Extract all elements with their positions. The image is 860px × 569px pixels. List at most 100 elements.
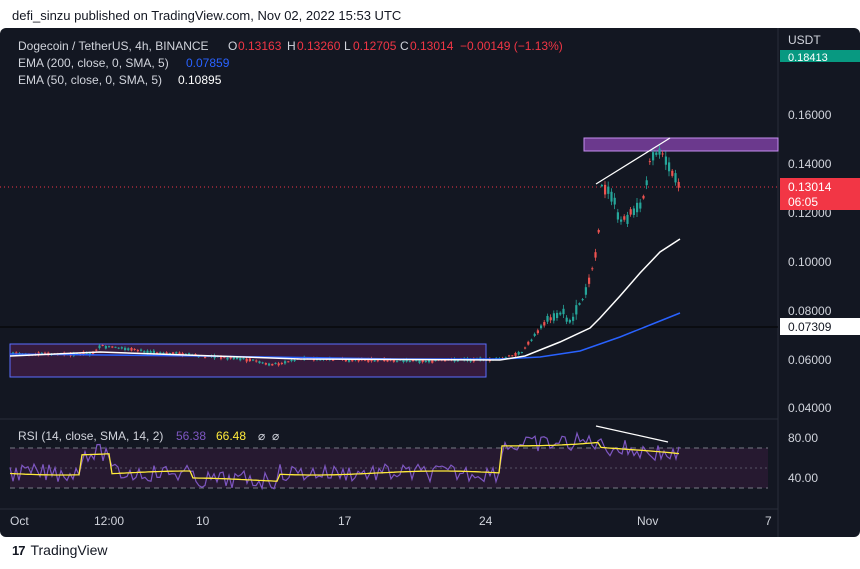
candle-body [146,350,149,354]
candle-body [258,361,261,364]
last-price-tag [780,178,860,210]
candle-body [280,362,283,364]
candle-body [111,346,114,348]
candle-body [552,313,555,321]
candle-body [287,361,290,363]
candle-body [268,363,271,366]
ema50-value: 0.10895 [178,73,222,87]
chart-panel[interactable]: Dogecoin / TetherUS, 4h, BINANCE O 0.131… [0,28,860,537]
candle-body [274,362,277,364]
candle-body [392,360,395,362]
tradingview-logo-icon: 17 [12,542,26,558]
candle-body [578,303,581,305]
candle-body [152,350,155,354]
candle-body [424,360,427,362]
hide-icon[interactable]: ⌀ [258,429,265,443]
candle-body [645,180,648,186]
candle-body [236,357,239,360]
candle-body [626,214,629,224]
zones-layer [9,137,779,378]
candle-body [277,363,280,366]
high-label: H [287,39,296,53]
candle-body [664,156,667,165]
price-tick: 0.18413 [788,52,828,64]
trendline-price [595,137,671,185]
candle-body [226,357,229,360]
candle-body [248,358,251,362]
tradingview-logo[interactable]: 17 TradingView [12,542,108,558]
candle-body [344,359,347,362]
candle-body [610,191,613,202]
time-tick: 7 [765,514,772,528]
candle-body [120,347,123,349]
candle-body [668,162,671,172]
candle-body [514,353,517,356]
price-tick: 0.04000 [788,401,832,415]
candle-body [232,357,235,360]
price-chart[interactable]: Dogecoin / TetherUS, 4h, BINANCE O 0.131… [0,28,860,537]
time-tick: 24 [479,514,493,528]
candle-body [159,352,162,354]
candle-body [543,322,546,326]
candle-body [517,351,520,355]
open-label: O [228,39,237,53]
publisher-header: defi_sinzu published on TradingView.com,… [0,0,860,32]
candle-body [98,345,101,349]
brand-name: TradingView [30,542,108,558]
candle-body [520,352,523,354]
price-tick: 0.10000 [788,255,832,269]
candle-body [581,299,584,301]
change-value: −0.00149 (−1.13%) [460,39,563,53]
candle-body [456,360,459,362]
candle-body [655,152,658,155]
price-axis: USDT 0.18413 0.16000 0.14000 0.12000 0.1… [780,33,860,415]
candle-body [101,344,104,346]
candle-body [255,360,258,362]
rsi-tick: 80.00 [788,431,818,445]
candle-body [373,360,376,362]
ema200-label: EMA (200, close, 0, SMA, 5) [18,56,169,70]
candle-body [536,330,539,334]
ema200-value: 0.07859 [186,56,230,70]
candle-body [104,346,107,349]
settings-icon[interactable]: ⌀ [272,429,279,443]
candle-body [508,355,511,357]
candle-body [623,216,626,220]
candle-body [642,195,645,199]
candle-body [229,356,232,359]
time-tick: 10 [196,514,210,528]
ema50-line [9,238,681,361]
candle-body [546,315,549,322]
rsi-tick: 40.00 [788,471,818,485]
candle-body [648,161,651,163]
candle-body [220,356,223,359]
candle-body [540,325,543,329]
candle-body [133,348,136,350]
candle-body [652,152,655,161]
candle-body [178,352,181,355]
candle-body [594,252,597,258]
candle-body [636,202,639,213]
candle-body [415,360,418,362]
candle-body [143,351,146,353]
candle-body [264,363,267,365]
high-value: 0.13260 [297,39,341,53]
candle-body [124,347,127,351]
candle-body [559,312,562,315]
resistance-zone [583,137,779,152]
rsi-pane: RSI (14, close, SMA, 14, 2) 56.38 66.48 … [9,425,818,491]
candle-body [175,352,178,354]
candle-body [188,353,191,355]
ema50-label: EMA (50, close, 0, SMA, 5) [18,73,162,87]
candle-body [671,170,674,176]
candle-body [629,209,632,215]
candle-body [127,348,130,351]
time-tick: Oct [10,514,29,528]
candle-body [568,319,571,323]
candle-body [386,359,389,362]
range-zone [9,343,487,378]
candle-body [588,277,591,284]
close-value: 0.13014 [410,39,454,53]
candle-body [572,316,575,321]
candle-body [604,184,607,195]
